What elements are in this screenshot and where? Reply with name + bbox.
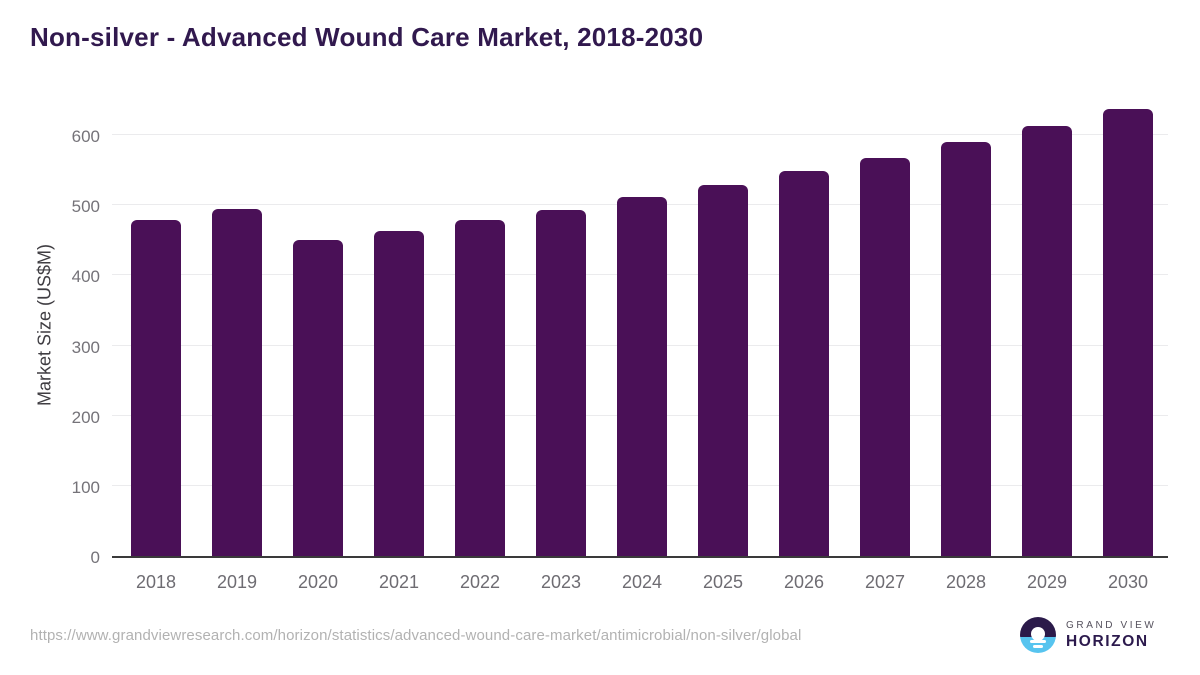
- y-tick-label-600: 600: [71, 127, 100, 146]
- x-tick-label-2027: 2027: [864, 572, 906, 592]
- bar-2023: [536, 210, 586, 556]
- y-tick-label-400: 400: [71, 267, 100, 287]
- bar-2021: [374, 231, 424, 556]
- x-tick-label-2029: 2029: [1026, 572, 1068, 592]
- x-tick-label-2025: 2025: [702, 572, 744, 592]
- y-tick-label-500: 500: [71, 197, 100, 217]
- brand-name-top: GRAND VIEW: [1066, 619, 1157, 631]
- grand-view-horizon-icon: [1020, 617, 1056, 653]
- x-tick-label-2022: 2022: [459, 572, 501, 592]
- y-tick-label-200: 200: [71, 407, 100, 427]
- y-tick-label-300: 300: [71, 337, 100, 357]
- brand-logo-text: GRAND VIEW HORIZON: [1066, 620, 1156, 651]
- x-tick-label-2030: 2030: [1107, 572, 1149, 592]
- bar-2024: [617, 197, 667, 556]
- x-axis-tick-labels: 2018 2019 2020 2021 2022 2023 2024 2025 2026 2027…: [112, 560, 1168, 600]
- bar-2025: [698, 184, 748, 556]
- x-tick-label-2024: 2024: [621, 572, 663, 592]
- plot-area: [112, 100, 1168, 558]
- bar-2020: [293, 240, 343, 556]
- bar-2026: [779, 170, 829, 556]
- gridline-600: [112, 134, 1168, 135]
- x-tick-label-2020: 2020: [297, 572, 339, 592]
- x-tick-label-2026: 2026: [783, 572, 825, 592]
- y-axis-tick-labels: 0 100 200 300 400 500 600: [0, 100, 100, 567]
- x-tick-label-2023: 2023: [540, 572, 582, 592]
- bar-2027: [860, 158, 910, 556]
- brand-name-bottom: HORIZON: [1066, 632, 1149, 650]
- chart-title: Non-silver - Advanced Wound Care Market,…: [30, 22, 704, 52]
- x-tick-label-2018: 2018: [135, 572, 177, 592]
- x-tick-label-2019: 2019: [216, 572, 258, 592]
- x-tick-label-2021: 2021: [378, 572, 420, 592]
- bar-2022: [455, 219, 505, 556]
- bar-2019: [212, 208, 262, 556]
- logo-ripple-shape: [1033, 645, 1043, 648]
- brand-logo: GRAND VIEW HORIZON: [1020, 617, 1156, 653]
- logo-ripple-shape: [1030, 640, 1046, 643]
- logo-sun-shape: [1031, 627, 1045, 641]
- bar-2018: [131, 219, 181, 556]
- bar-2029: [1022, 125, 1072, 556]
- y-tick-label-0: 0: [90, 548, 100, 567]
- source-url: https://www.grandviewresearch.com/horizo…: [30, 627, 802, 644]
- bar-2028: [941, 142, 991, 556]
- y-tick-label-100: 100: [71, 477, 100, 497]
- bar-2030: [1103, 109, 1153, 556]
- x-tick-label-2028: 2028: [945, 572, 987, 592]
